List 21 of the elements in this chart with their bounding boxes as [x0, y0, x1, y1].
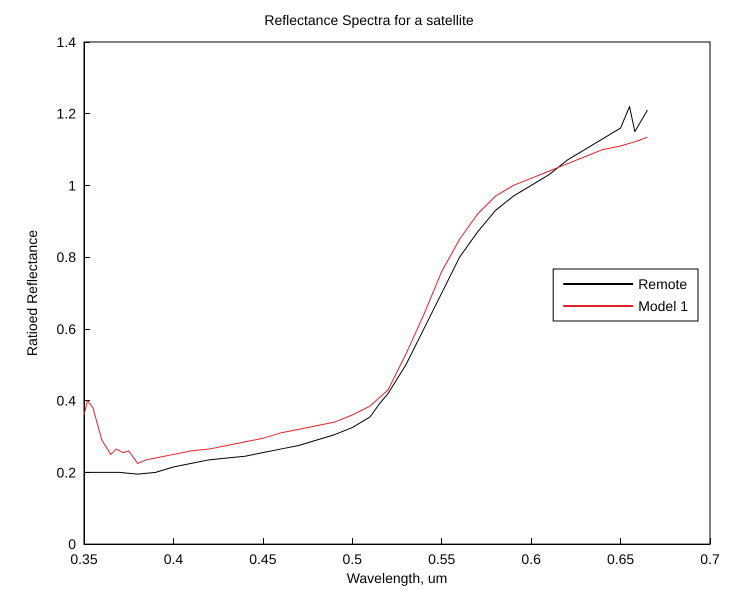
y-tick-label: 0.8 — [56, 249, 76, 266]
legend-label: Remote — [638, 276, 688, 292]
x-tick-label: 0.4 — [164, 551, 184, 568]
y-axis-title: Ratioed Reflectance — [24, 230, 40, 356]
x-tick-label: 0.5 — [342, 551, 362, 568]
chart-title: Reflectance Spectra for a satellite — [264, 12, 474, 28]
y-tick-label: 0 — [68, 536, 76, 552]
x-tick-label: 0.65 — [606, 551, 634, 568]
x-axis-title: Wavelength, um — [346, 570, 448, 586]
legend-label: Model 1 — [638, 298, 688, 314]
y-tick-label: 0.4 — [56, 392, 76, 409]
x-tick-label: 0.7 — [700, 551, 720, 568]
x-tick-label: 0.55 — [428, 551, 456, 568]
y-tick-label: 0.2 — [56, 464, 76, 480]
x-tick-label: 0.6 — [521, 551, 542, 568]
y-tick-label: 1 — [68, 177, 76, 194]
y-tick-label: 1.4 — [56, 34, 76, 50]
x-tick-label: 0.35 — [70, 551, 98, 568]
y-tick-label: 1.2 — [56, 106, 76, 122]
x-tick-label: 0.45 — [249, 551, 277, 568]
y-tick-label: 0.6 — [56, 320, 76, 337]
